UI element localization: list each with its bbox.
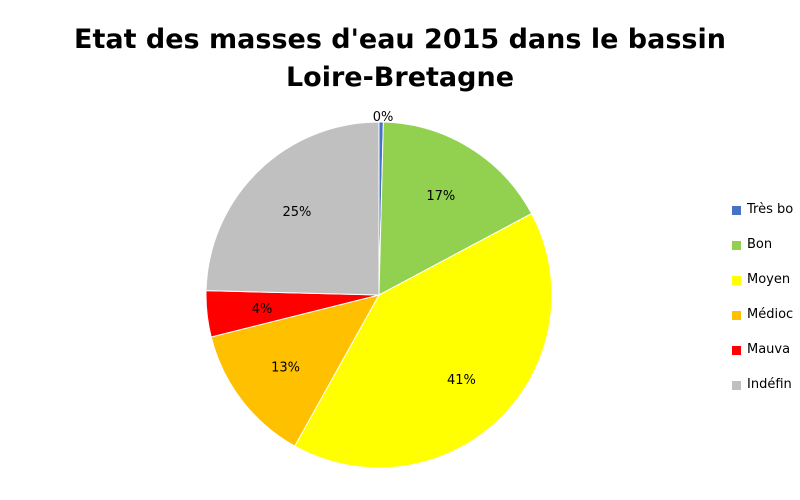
pie-slice-bon — [378, 121, 533, 296]
chart-title-line-2: Loire-Bretagne — [285, 62, 515, 93]
pie-slice-mediocre — [210, 294, 380, 447]
data-label-indefini: 25% — [282, 205, 311, 220]
chart-title-line-1: Etat des masses d'eau 2015 dans le bassi… — [74, 24, 726, 55]
data-label-mediocre: 13% — [271, 361, 300, 376]
data-label-moyen: 41% — [447, 373, 476, 388]
pie-slice-moyen — [294, 212, 553, 469]
legend-item-mediocre: Médioc — [732, 305, 800, 340]
legend-swatch — [732, 381, 741, 390]
legend-label: Indéfin — [747, 377, 792, 392]
legend-item-mauvais: Mauva — [732, 340, 800, 375]
data-label-tres-bon: 0% — [373, 110, 394, 125]
pie-data-labels: 0% 17% 41% 13% 4% 25% — [252, 110, 476, 388]
data-label-mauvais: 4% — [252, 302, 273, 317]
legend-swatch — [732, 311, 741, 320]
legend-swatch — [732, 346, 741, 355]
pie-slice-indefini — [205, 121, 380, 296]
legend-swatch — [732, 206, 741, 215]
legend: Très bo Bon Moyen Médioc Mauva Indéfin — [732, 200, 800, 410]
legend-label: Très bo — [747, 202, 794, 217]
data-label-bon: 17% — [426, 189, 455, 204]
legend-item-moyen: Moyen — [732, 270, 800, 305]
legend-label: Médioc — [747, 307, 794, 322]
legend-item-tres-bon: Très bo — [732, 200, 800, 235]
legend-label: Moyen — [747, 272, 791, 287]
legend-label: Bon — [747, 237, 773, 252]
legend-label: Mauva — [747, 342, 791, 357]
legend-swatch — [732, 276, 741, 285]
pie-slices — [205, 121, 553, 469]
legend-item-indefini: Indéfin — [732, 375, 800, 410]
legend-swatch — [732, 241, 741, 250]
legend-item-bon: Bon — [732, 235, 800, 270]
